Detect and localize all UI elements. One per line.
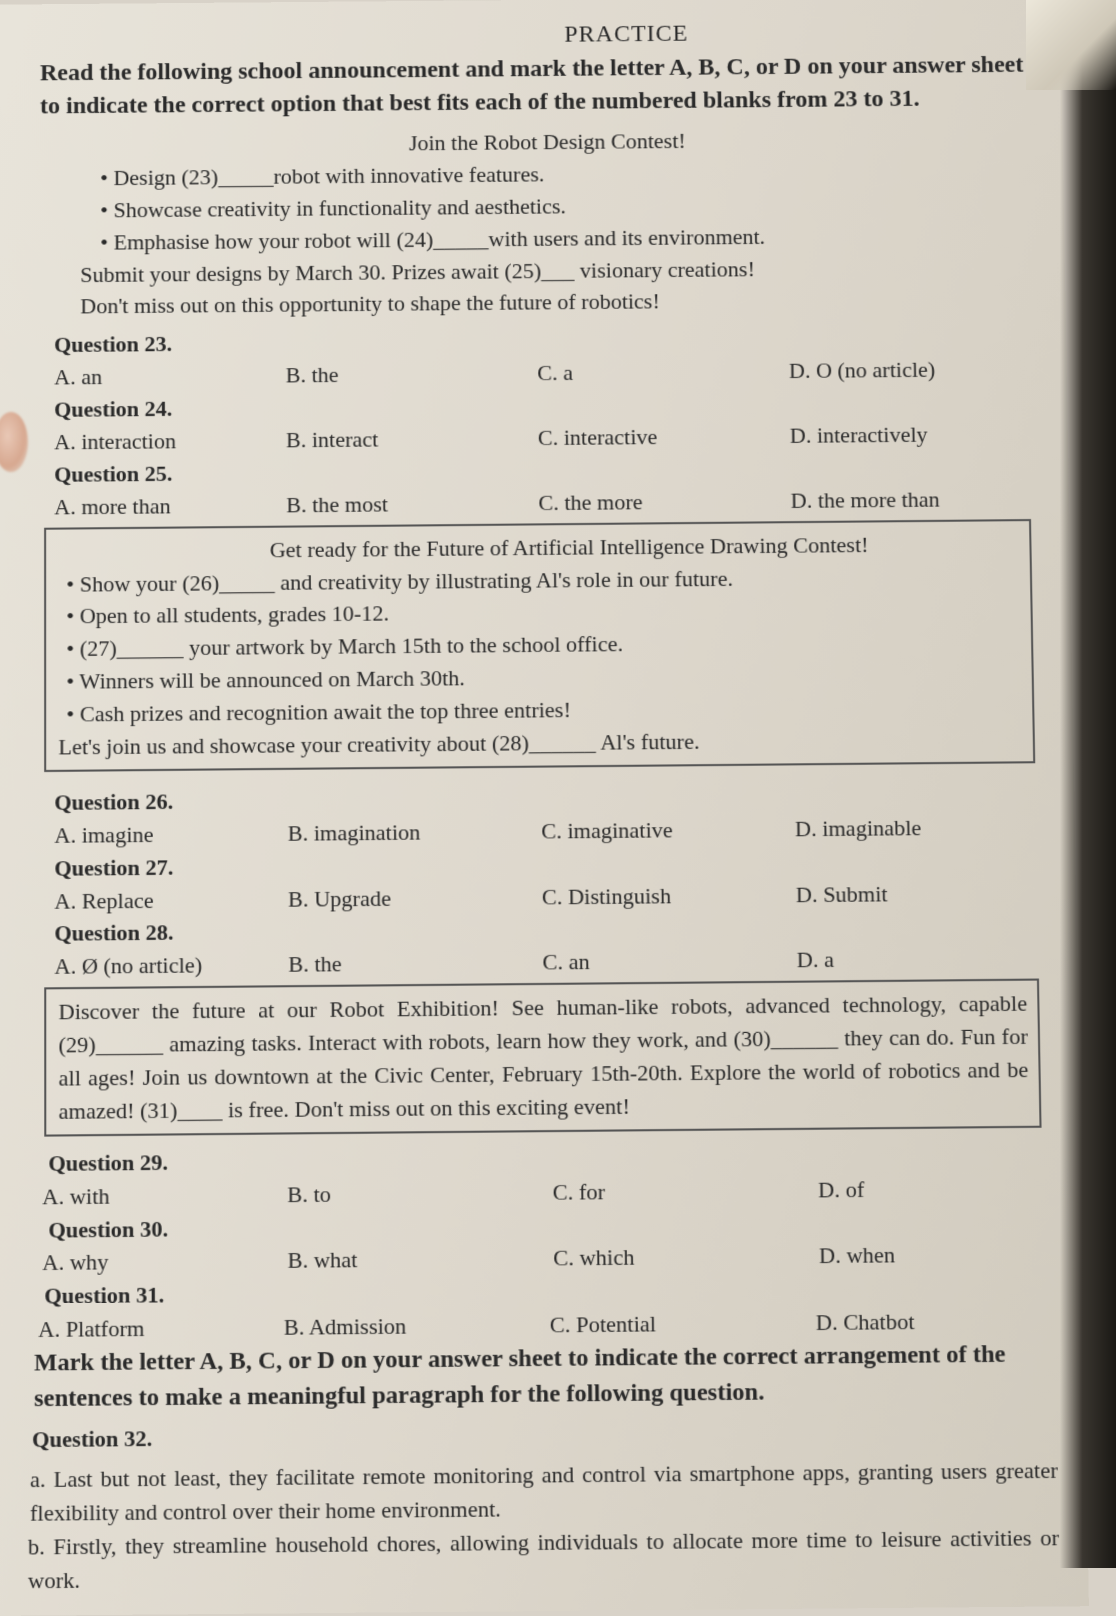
q32-item-b: b. Firstly, they streamline household ch… [28, 1521, 1060, 1597]
passage-3-box: Discover the future at our Robot Exhibit… [44, 979, 1041, 1137]
q27-b: B. Upgrade [288, 880, 542, 915]
q28-b: B. the [288, 946, 542, 981]
q27-a: A. Replace [54, 883, 288, 918]
q26-b: B. imagination [288, 815, 542, 850]
q28-c: C. an [542, 944, 797, 979]
q28-d: D. a [796, 942, 1030, 977]
q23-a: A. an [54, 359, 286, 393]
q24-b: B. interact [286, 422, 538, 457]
q25-a: A. more than [54, 489, 286, 523]
q23-c: C. a [537, 355, 789, 389]
instructions-2: Mark the letter A, B, C, or D on your an… [34, 1337, 1057, 1417]
worksheet-page: PRACTICE Read the following school annou… [0, 0, 1089, 1616]
q31-a: A. Platform [38, 1311, 284, 1347]
q26-c: C. imaginative [541, 812, 795, 847]
q25-d: D. the more than [790, 482, 1022, 516]
q32-label: Question 32. [32, 1414, 1057, 1457]
q31-d: D. Chatbot [816, 1304, 1042, 1339]
q29-b: B. to [287, 1175, 553, 1211]
page-corner-highlight [1026, 0, 1116, 90]
q32-item-a: a. Last but not least, they facilitate r… [30, 1454, 1059, 1530]
q23-b: B. the [286, 357, 538, 391]
passage1-line-dontmiss: Don't miss out on this opportunity to sh… [80, 282, 1017, 322]
q31-b: B. Admission [284, 1309, 550, 1345]
q26-d: D. imaginable [795, 810, 1029, 845]
q26-a: A. imagine [54, 817, 287, 852]
q30-b: B. what [287, 1242, 553, 1278]
q24-d: D. interactively [790, 418, 1022, 452]
q23-d: D. O (no article) [789, 353, 1021, 387]
q30-c: C. which [553, 1240, 819, 1276]
q29-a: A. with [42, 1178, 287, 1213]
q24-c: C. interactive [538, 420, 790, 455]
page-edge-shadow [1060, 0, 1116, 1568]
q29-d: D. of [818, 1171, 1043, 1206]
q30-d: D. when [819, 1238, 1044, 1273]
q30-a: A. why [42, 1244, 287, 1279]
q25-c: C. the more [538, 484, 791, 519]
passage-2-box: Get ready for the Future of Artificial I… [44, 519, 1035, 772]
q27-d: D. Submit [796, 876, 1030, 911]
q29-c: C. for [553, 1173, 819, 1209]
instructions-1: Read the following school announcement a… [40, 48, 1034, 124]
q24-a: A. interaction [54, 424, 286, 458]
q25-b: B. the most [286, 487, 538, 522]
q31-c: C. Potential [550, 1306, 816, 1342]
q27-c: C. Distinguish [542, 878, 796, 913]
passage-1: Join the Robot Design Contest! • Design … [80, 122, 1017, 323]
q28-a: A. Ø (no article) [54, 948, 288, 983]
